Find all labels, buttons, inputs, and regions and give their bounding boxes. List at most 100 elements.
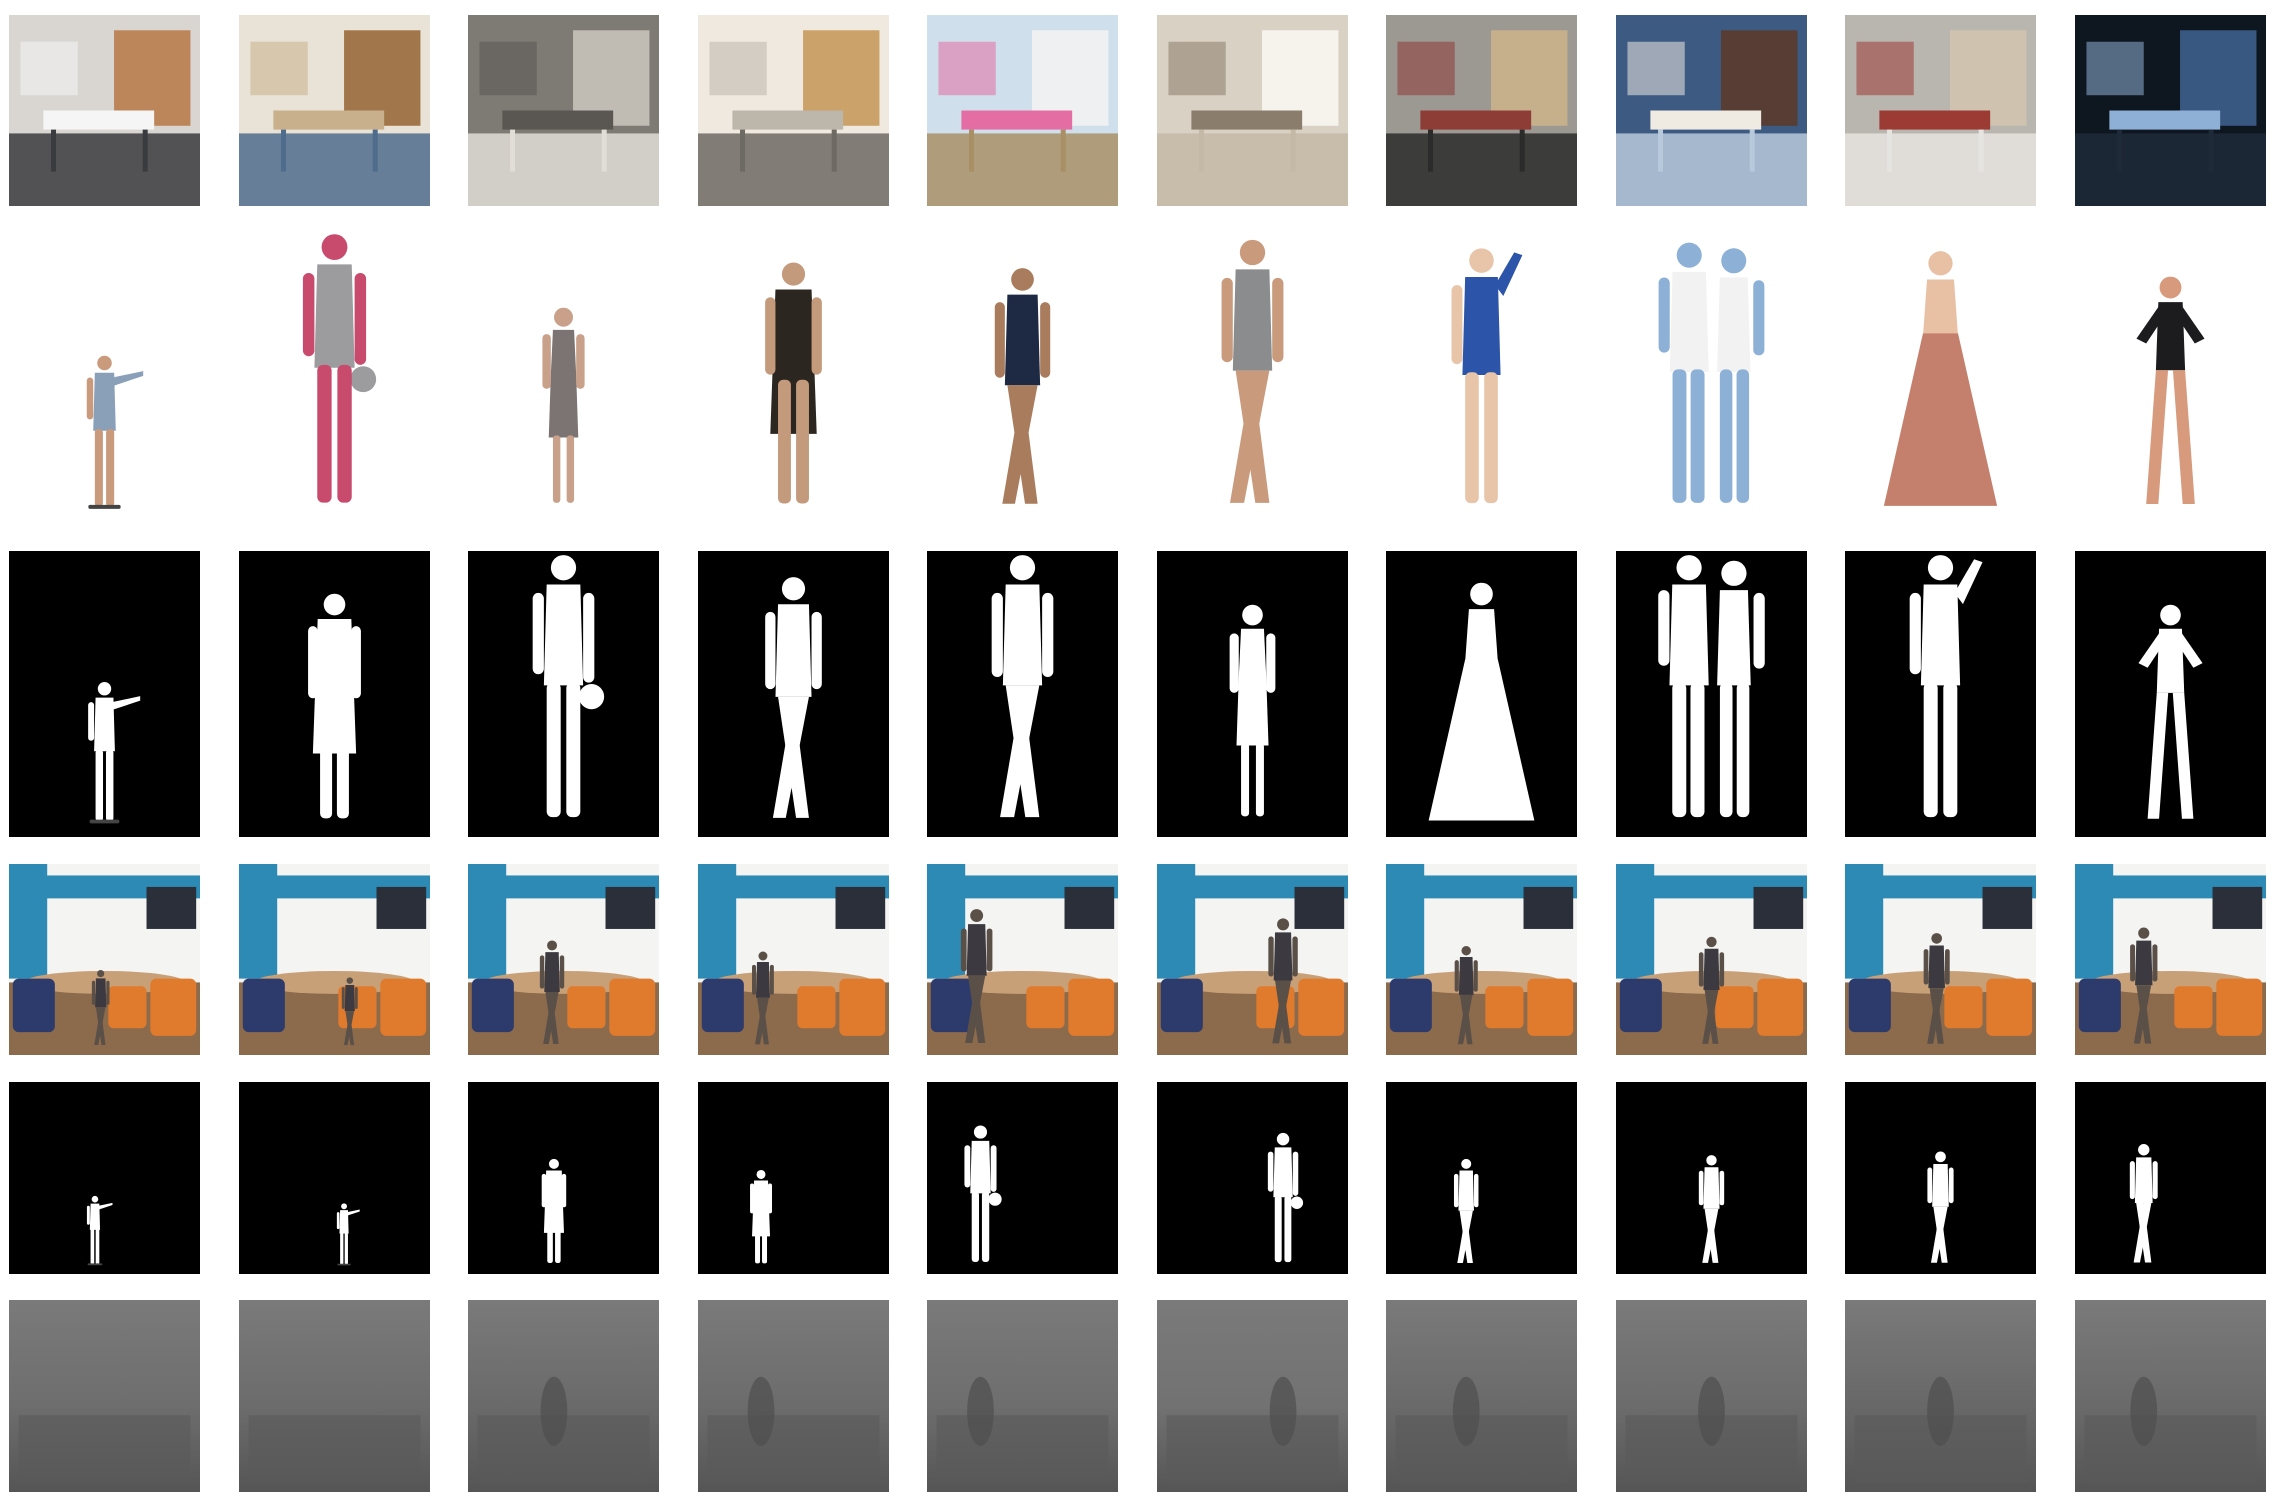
mask-silhouette xyxy=(2138,604,2203,819)
composited-person xyxy=(539,940,565,1045)
background-scene xyxy=(239,15,430,206)
person-cutout-figure xyxy=(1451,248,1523,504)
person-cutout-figure xyxy=(302,234,377,503)
composite-mask xyxy=(468,1082,659,1274)
mask-silhouette xyxy=(765,577,822,818)
foreground-mask xyxy=(9,551,200,837)
mask-silhouette xyxy=(1658,555,1765,818)
mask-silhouette xyxy=(336,1203,360,1266)
person-cutout-figure xyxy=(2136,276,2205,504)
composited-person xyxy=(341,977,358,1046)
person-cutout-figure xyxy=(765,262,822,504)
composite-image xyxy=(2075,864,2266,1055)
mask-silhouette xyxy=(2129,1144,2158,1263)
mask-silhouette xyxy=(991,555,1054,818)
depth-map xyxy=(1386,1300,1577,1492)
background-scene xyxy=(1157,15,1348,206)
background-scene xyxy=(2075,15,2266,206)
composited-person xyxy=(2130,927,2158,1044)
background-scene xyxy=(1616,15,1807,206)
background-scene xyxy=(927,15,1118,206)
person-cutout xyxy=(2075,230,2266,523)
mask-silhouette xyxy=(1267,1132,1304,1263)
depth-map xyxy=(927,1300,1118,1492)
person-cutout xyxy=(698,230,889,523)
depth-map xyxy=(9,1300,200,1492)
mask-silhouette xyxy=(541,1158,567,1263)
mask-silhouette xyxy=(750,1169,773,1264)
composited-person xyxy=(91,969,110,1045)
composited-person xyxy=(960,909,993,1044)
person-cutout xyxy=(1386,230,1577,523)
depth-map xyxy=(1616,1300,1807,1492)
foreground-mask xyxy=(1386,551,1577,837)
depth-map xyxy=(698,1300,889,1492)
person-cutout xyxy=(1616,230,1807,523)
mask-silhouette xyxy=(88,682,141,824)
foreground-mask xyxy=(239,551,430,837)
background-scene xyxy=(1386,15,1577,206)
composite-mask xyxy=(1157,1082,1348,1274)
mask-silhouette xyxy=(1428,582,1535,821)
composite-image xyxy=(468,864,659,1055)
mask-silhouette xyxy=(964,1125,1002,1262)
mask-silhouette xyxy=(1453,1158,1479,1263)
foreground-mask xyxy=(698,551,889,837)
mask-silhouette xyxy=(1698,1155,1725,1263)
composite-mask xyxy=(1616,1082,1807,1274)
composite-image xyxy=(1157,864,1348,1055)
person-cutout xyxy=(239,230,430,523)
composite-image xyxy=(1845,864,2036,1055)
foreground-mask xyxy=(2075,551,2266,837)
person-cutout xyxy=(1157,230,1348,523)
person-cutout-figure xyxy=(86,355,144,509)
composite-image xyxy=(1616,864,1807,1055)
person-cutout xyxy=(1845,230,2036,523)
foreground-mask xyxy=(1845,551,2036,837)
person-cutout xyxy=(927,230,1118,523)
foreground-mask xyxy=(468,551,659,837)
depth-map xyxy=(2075,1300,2266,1492)
background-scene xyxy=(698,15,889,206)
composite-image xyxy=(927,864,1118,1055)
composited-person xyxy=(1454,945,1478,1045)
depth-map xyxy=(239,1300,430,1492)
mask-silhouette xyxy=(1909,555,1983,818)
mask-silhouette xyxy=(532,555,605,818)
background-scene xyxy=(9,15,200,206)
depth-map xyxy=(1845,1300,2036,1492)
mask-silhouette xyxy=(308,593,361,819)
composite-mask xyxy=(239,1082,430,1274)
composite-mask xyxy=(1845,1082,2036,1274)
composited-person xyxy=(752,951,774,1045)
composite-image xyxy=(9,864,200,1055)
depth-map xyxy=(468,1300,659,1492)
person-cutout-figure xyxy=(542,307,585,503)
composite-mask xyxy=(9,1082,200,1274)
mask-silhouette xyxy=(1229,604,1276,817)
person-cutout-figure xyxy=(1221,239,1284,503)
mask-silhouette xyxy=(86,1195,113,1266)
foreground-mask xyxy=(1157,551,1348,837)
composited-person xyxy=(1923,933,1950,1044)
composite-mask xyxy=(1386,1082,1577,1274)
person-cutout-figure xyxy=(994,268,1051,504)
depth-map xyxy=(1157,1300,1348,1492)
composited-person xyxy=(1698,936,1725,1044)
person-cutout xyxy=(9,230,200,523)
composite-image xyxy=(239,864,430,1055)
person-cutout-figure xyxy=(1658,242,1765,503)
background-scene xyxy=(468,15,659,206)
person-cutout-figure xyxy=(1883,251,1998,506)
person-cutout xyxy=(468,230,659,523)
composite-image xyxy=(698,864,889,1055)
composited-person xyxy=(1268,918,1298,1044)
composite-image xyxy=(1386,864,1577,1055)
mask-silhouette xyxy=(1927,1151,1954,1263)
composite-mask xyxy=(698,1082,889,1274)
composite-mask xyxy=(927,1082,1118,1274)
composite-mask xyxy=(2075,1082,2266,1274)
foreground-mask xyxy=(1616,551,1807,837)
background-scene xyxy=(1845,15,2036,206)
